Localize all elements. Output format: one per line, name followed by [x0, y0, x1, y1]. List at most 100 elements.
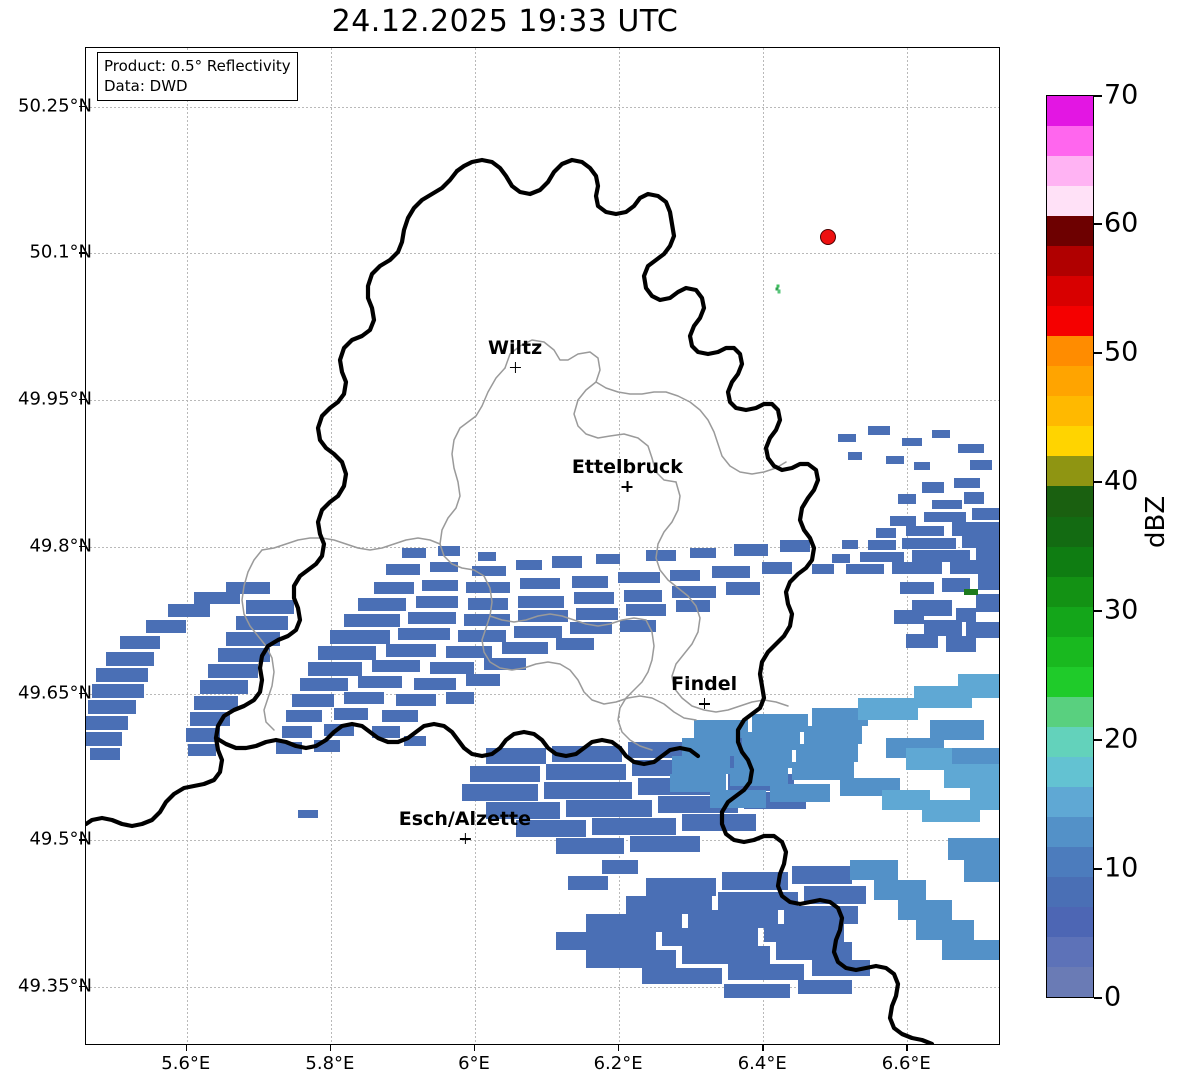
x-axis-tick	[329, 1045, 332, 1051]
colorbar-tick-label: 30	[1104, 594, 1139, 626]
city-name: Ettelbruck	[571, 456, 683, 479]
colorbar-band-11	[1047, 636, 1093, 667]
x-axis-label: 6.4°E	[737, 1053, 787, 1074]
green-speck-icon	[963, 588, 978, 595]
colorbar[interactable]	[1046, 95, 1094, 998]
colorbar-band-19	[1047, 396, 1093, 427]
colorbar-band-2	[1047, 906, 1093, 937]
colorbar-tick-label: 50	[1104, 336, 1139, 368]
colorbar-tick-label: 60	[1104, 207, 1139, 239]
colorbar-band-4	[1047, 846, 1093, 877]
national-border-luxembourg	[86, 157, 935, 1044]
colorbar-tick	[1094, 481, 1102, 483]
radar-map-plot[interactable]: Product: 0.5° Reflectivity Data: DWD Wil…	[85, 47, 1000, 1045]
colorbar-tick	[1094, 223, 1102, 225]
gridline-horizontal	[86, 986, 999, 988]
city-label-esch-alzette: Esch/Alzette	[399, 808, 531, 844]
y-axis-tick	[79, 545, 85, 548]
colorbar-band-14	[1047, 546, 1093, 577]
colorbar-band-0	[1047, 966, 1093, 997]
echo-cells-isolated-north	[838, 426, 992, 470]
city-label-ettelbruck: Ettelbruck	[571, 456, 683, 493]
boundary-layer	[86, 157, 935, 1044]
colorbar-band-24	[1047, 246, 1093, 277]
x-axis-tick	[474, 1045, 476, 1051]
gridline-horizontal	[86, 106, 999, 108]
colorbar-band-10	[1047, 666, 1093, 697]
colorbar-band-18	[1047, 426, 1093, 457]
gridline-vertical	[186, 48, 188, 1044]
colorbar-tick	[1094, 997, 1102, 999]
colorbar-band-15	[1047, 516, 1093, 547]
y-axis-tick	[79, 692, 85, 694]
colorbar-band-8	[1047, 726, 1093, 757]
gridline-vertical	[619, 48, 621, 1044]
x-axis-label: 6.2°E	[593, 1053, 643, 1074]
city-label-wiltz: Wiltz	[488, 337, 542, 373]
colorbar-band-9	[1047, 696, 1093, 727]
colorbar-band-28	[1047, 126, 1093, 157]
colorbar-band-12	[1047, 606, 1093, 637]
echo-cells-cyan	[858, 674, 999, 822]
colorbar-tick-label: 20	[1104, 723, 1139, 755]
info-box: Product: 0.5° Reflectivity Data: DWD	[97, 52, 298, 101]
colorbar-band-13	[1047, 576, 1093, 607]
city-marker-icon	[698, 698, 710, 710]
city-marker-icon	[459, 832, 471, 844]
colorbar-tick	[1094, 352, 1102, 354]
y-axis-label: 49.35°N	[18, 975, 92, 997]
colorbar-tick-label: 70	[1104, 79, 1139, 111]
city-label-findel: Findel	[671, 673, 738, 710]
colorbar-units-label: dBZ	[1141, 495, 1171, 548]
colorbar-band-16	[1047, 486, 1093, 517]
city-name: Findel	[671, 673, 738, 696]
x-axis-tick	[618, 1045, 620, 1051]
y-axis-label: 49.65°N	[18, 682, 92, 703]
colorbar-tick	[1094, 868, 1102, 870]
x-axis-tick	[762, 1045, 764, 1051]
x-axis-label: 6.6°E	[881, 1053, 931, 1074]
colorbar-band-23	[1047, 276, 1093, 307]
y-axis-label: 50.25°N	[18, 95, 92, 117]
y-axis-tick	[79, 399, 85, 401]
page-title: 24.12.2025 19:33 UTC	[331, 4, 679, 39]
x-axis-label: 6°E	[458, 1053, 490, 1074]
colorbar-band-3	[1047, 876, 1093, 907]
colorbar-band-21	[1047, 336, 1093, 367]
info-data-line: Data: DWD	[104, 77, 188, 95]
x-axis-tick	[906, 1045, 908, 1051]
plot-inner	[86, 48, 999, 1044]
y-axis-label: 49.8°N	[29, 535, 92, 557]
gridline-horizontal	[86, 400, 999, 402]
colorbar-band-27	[1047, 156, 1093, 187]
y-axis-tick	[79, 252, 85, 254]
city-marker-icon	[509, 361, 521, 373]
colorbar-band-29	[1047, 96, 1093, 127]
colorbar-tick-label: 0	[1104, 981, 1122, 1013]
info-product-line: Product: 0.5° Reflectivity	[104, 57, 291, 75]
colorbar-band-17	[1047, 456, 1093, 487]
colorbar-tick	[1094, 610, 1102, 612]
colorbar-band-5	[1047, 816, 1093, 847]
green-speck-icon	[775, 284, 781, 294]
colorbar-band-1	[1047, 936, 1093, 967]
colorbar-tick	[1094, 739, 1102, 741]
city-name: Wiltz	[488, 336, 543, 359]
gridline-horizontal	[86, 253, 999, 255]
colorbar-tick-label: 40	[1104, 465, 1139, 497]
colorbar-band-6	[1047, 786, 1093, 817]
colorbar-band-20	[1047, 366, 1093, 397]
city-marker-icon	[621, 481, 633, 493]
district-boundaries	[241, 339, 789, 751]
gridline-vertical	[330, 48, 332, 1044]
y-axis-tick	[79, 985, 85, 988]
colorbar-band-22	[1047, 306, 1093, 337]
x-axis-tick	[185, 1045, 188, 1051]
colorbar-band-26	[1047, 186, 1093, 217]
y-axis-label: 49.95°N	[18, 388, 92, 410]
x-axis-label: 5.6°E	[161, 1053, 211, 1074]
radar-site-marker[interactable]	[820, 229, 837, 246]
gridline-horizontal	[86, 840, 999, 842]
gridline-horizontal	[86, 693, 999, 695]
y-axis-label: 50.1°N	[29, 241, 92, 263]
